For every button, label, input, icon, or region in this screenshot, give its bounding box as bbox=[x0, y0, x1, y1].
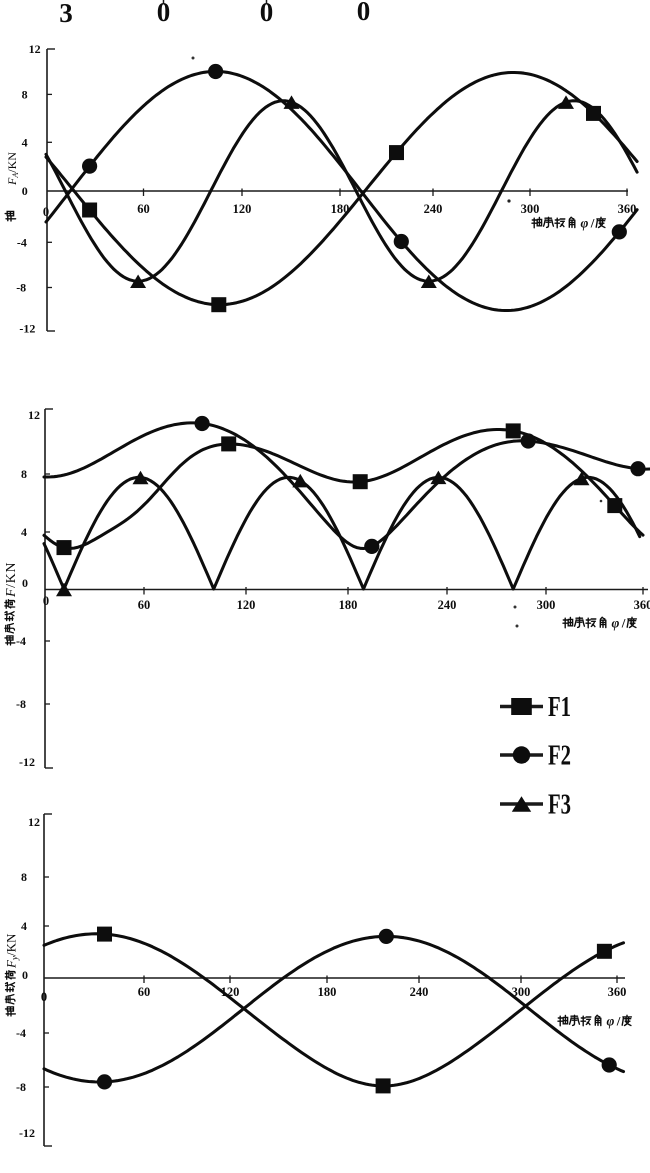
svg-text:F2: F2 bbox=[548, 741, 571, 772]
svg-text:4: 4 bbox=[21, 525, 27, 539]
svg-text:0: 0 bbox=[43, 205, 49, 219]
svg-text:12: 12 bbox=[28, 408, 40, 422]
svg-text:8: 8 bbox=[21, 467, 27, 481]
svg-text:3: 3 bbox=[59, 0, 73, 28]
svg-text:-4: -4 bbox=[16, 634, 26, 648]
svg-text:0: 0 bbox=[22, 968, 28, 982]
svg-text:8: 8 bbox=[22, 87, 28, 101]
svg-text:300: 300 bbox=[512, 985, 531, 999]
svg-text:0: 0 bbox=[41, 990, 47, 1004]
svg-text:-12: -12 bbox=[19, 322, 35, 336]
svg-text:60: 60 bbox=[137, 202, 150, 216]
svg-text:F3: F3 bbox=[548, 790, 571, 821]
svg-text:-8: -8 bbox=[16, 1080, 26, 1094]
svg-text:-4: -4 bbox=[16, 1026, 26, 1040]
svg-text:Fy/KN: Fy/KN bbox=[4, 933, 20, 969]
svg-text:240: 240 bbox=[438, 598, 457, 612]
svg-text:120: 120 bbox=[237, 598, 256, 612]
svg-text:180: 180 bbox=[339, 598, 358, 612]
svg-text:300: 300 bbox=[521, 202, 540, 216]
svg-text:0: 0 bbox=[43, 594, 49, 608]
svg-text:F/KN: F/KN bbox=[4, 562, 19, 598]
svg-text:360: 360 bbox=[618, 202, 637, 216]
svg-text:300: 300 bbox=[537, 598, 556, 612]
svg-text:4: 4 bbox=[21, 919, 27, 933]
svg-text:240: 240 bbox=[424, 202, 443, 216]
svg-text:60: 60 bbox=[138, 598, 151, 612]
svg-text:12: 12 bbox=[28, 815, 40, 829]
svg-text:-4: -4 bbox=[17, 235, 27, 249]
svg-text:0: 0 bbox=[22, 576, 28, 590]
svg-text:180: 180 bbox=[331, 202, 350, 216]
svg-text:/: / bbox=[616, 1014, 621, 1029]
svg-text:-8: -8 bbox=[16, 697, 26, 711]
svg-text:φ: φ bbox=[612, 615, 620, 630]
svg-text:FA/KN: FA/KN bbox=[5, 152, 20, 186]
svg-text:-8: -8 bbox=[16, 281, 26, 295]
svg-text:8: 8 bbox=[21, 870, 27, 884]
svg-text:F1: F1 bbox=[548, 692, 571, 723]
svg-text:120: 120 bbox=[233, 202, 252, 216]
svg-text:-12: -12 bbox=[19, 1126, 35, 1140]
svg-text:4: 4 bbox=[22, 135, 28, 149]
svg-text:0: 0 bbox=[157, 0, 171, 27]
svg-text:180: 180 bbox=[318, 985, 337, 999]
svg-text:/: / bbox=[621, 616, 626, 631]
svg-text:0: 0 bbox=[260, 0, 274, 27]
svg-text:360: 360 bbox=[608, 985, 627, 999]
svg-text:0: 0 bbox=[22, 184, 28, 198]
svg-text:-12: -12 bbox=[19, 755, 35, 769]
svg-text:φ: φ bbox=[581, 215, 589, 230]
svg-text:360: 360 bbox=[634, 598, 650, 612]
svg-text:60: 60 bbox=[138, 985, 151, 999]
svg-text:0: 0 bbox=[357, 0, 371, 26]
svg-text:12: 12 bbox=[29, 42, 41, 56]
svg-text:240: 240 bbox=[410, 985, 429, 999]
svg-text:φ: φ bbox=[607, 1013, 615, 1028]
svg-text:/: / bbox=[590, 216, 595, 231]
